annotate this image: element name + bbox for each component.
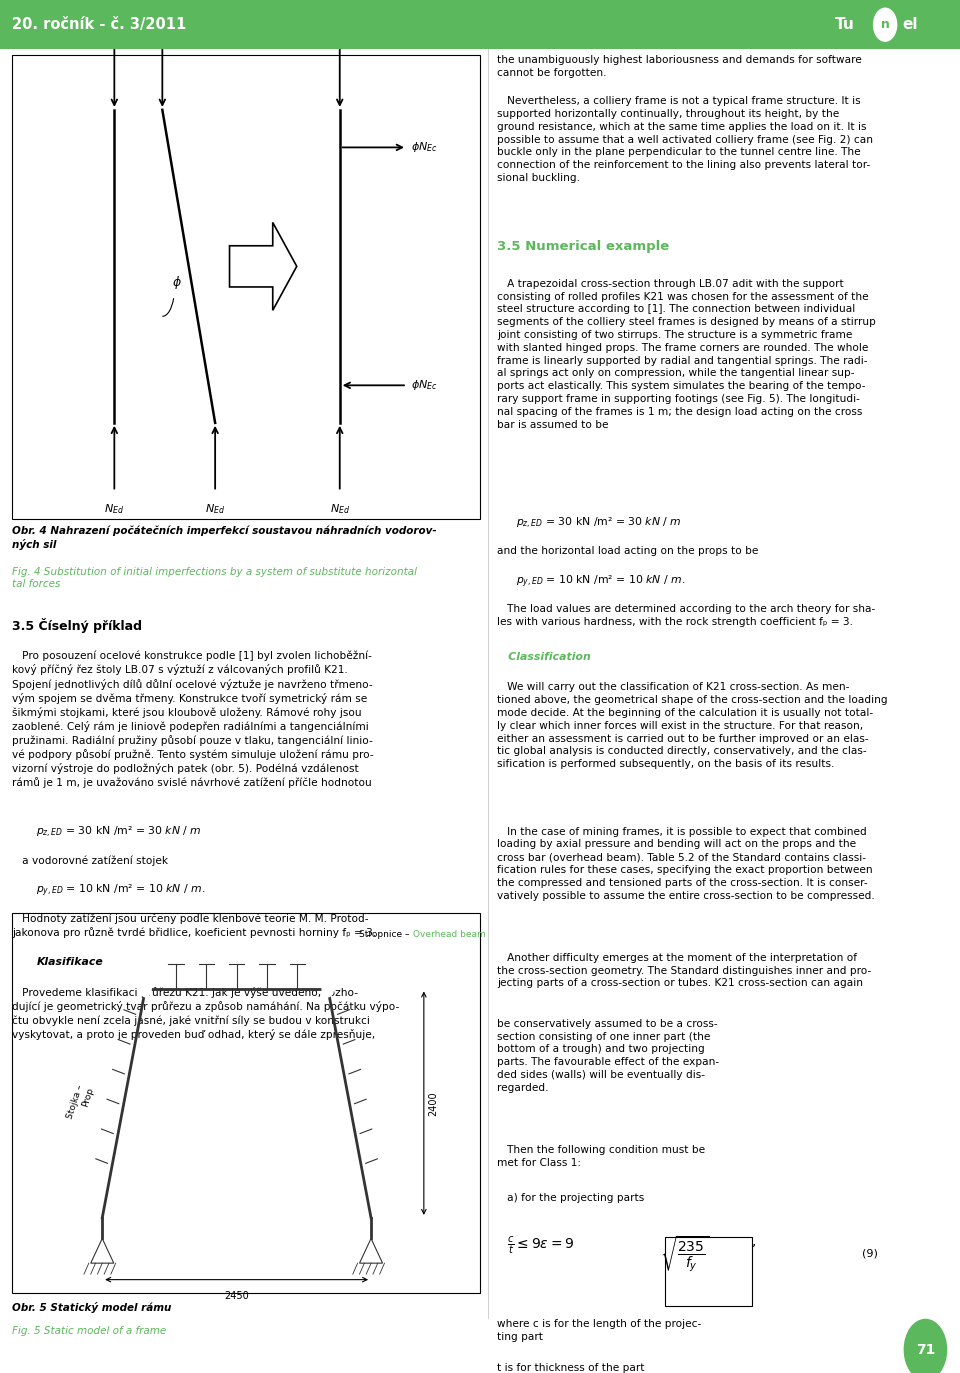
Text: Provedeme klasifikaci průřezu K21. Jak je výše uvedeno, rozho-
dující je geometr: Provedeme klasifikaci průřezu K21. Jak j…	[12, 987, 399, 1039]
Text: t is for thickness of the part: t is for thickness of the part	[497, 1363, 645, 1373]
Circle shape	[323, 980, 334, 997]
Text: Obr. 5 Statický model rámu: Obr. 5 Statický model rámu	[12, 1302, 172, 1313]
Text: Fig. 5 Static model of a frame: Fig. 5 Static model of a frame	[12, 1326, 167, 1336]
Text: (9): (9)	[862, 1248, 878, 1258]
Text: Then the following condition must be
met for Class 1:: Then the following condition must be met…	[497, 1145, 706, 1168]
Text: Klasifikace: Klasifikace	[36, 957, 104, 967]
Text: $\phi$: $\phi$	[172, 273, 181, 291]
Text: 2450: 2450	[225, 1291, 249, 1300]
Text: $p_{z,ED}$ = 30 kN /m² = 30 $kN$ / $m$: $p_{z,ED}$ = 30 kN /m² = 30 $kN$ / $m$	[516, 516, 683, 531]
Text: and the horizontal load acting on the props to be: and the horizontal load acting on the pr…	[497, 546, 758, 556]
Text: Tu: Tu	[834, 18, 854, 32]
Polygon shape	[359, 1238, 382, 1263]
Text: ,: ,	[752, 1234, 756, 1248]
Text: 71: 71	[916, 1343, 935, 1357]
Text: $N_{Ed}$: $N_{Ed}$	[329, 16, 349, 30]
Text: Obr. 4 Nahrazení počátečních imperfekcí soustavou náhradních vodorov-
ných sil: Obr. 4 Nahrazení počátečních imperfekcí …	[12, 526, 437, 551]
Text: $\sqrt{\dfrac{235}{f_y}}$: $\sqrt{\dfrac{235}{f_y}}$	[660, 1234, 709, 1274]
Text: $N_{Ed}$: $N_{Ed}$	[105, 503, 125, 516]
Text: Stropnice –: Stropnice –	[359, 930, 413, 939]
Text: The load values are determined according to the arch theory for sha-
les with va: The load values are determined according…	[497, 604, 876, 627]
Text: A trapezoidal cross-section through LB.07 adit with the support
consisting of ro: A trapezoidal cross-section through LB.0…	[497, 279, 876, 430]
Text: el: el	[902, 18, 918, 32]
Text: Overhead beam: Overhead beam	[413, 930, 486, 939]
Text: $p_{y,ED}$ = 10 kN /m² = 10 $kN$ / $m$.: $p_{y,ED}$ = 10 kN /m² = 10 $kN$ / $m$.	[36, 883, 205, 899]
Bar	[0, 0, 960, 49]
Text: n: n	[880, 18, 890, 32]
Text: $\frac{c}{t} \leq 9\varepsilon = 9$: $\frac{c}{t} \leq 9\varepsilon = 9$	[507, 1234, 574, 1256]
Text: $N_{Ed}$: $N_{Ed}$	[205, 503, 226, 516]
Text: $p_{y,ED}$ = 10 kN /m² = 10 $kN$ / $m$.: $p_{y,ED}$ = 10 kN /m² = 10 $kN$ / $m$.	[516, 574, 685, 590]
Text: In the case of mining frames, it is possible to expect that combined
loading by : In the case of mining frames, it is poss…	[497, 827, 875, 901]
Text: Stojka –
Prop: Stojka – Prop	[65, 1083, 95, 1123]
Polygon shape	[90, 1238, 113, 1263]
Text: $N_{Ed}$: $N_{Ed}$	[105, 16, 125, 30]
Text: 20. ročník - č. 3/2011: 20. ročník - č. 3/2011	[12, 18, 187, 32]
Circle shape	[904, 1319, 947, 1373]
Text: $N_{Ed}$: $N_{Ed}$	[329, 503, 349, 516]
Text: Hodnoty zatížení jsou určeny podle klenbové teorie M. M. Protod-
jakonova pro rů: Hodnoty zatížení jsou určeny podle klenb…	[12, 913, 376, 938]
Circle shape	[140, 980, 151, 997]
Text: $N_{Ed}$: $N_{Ed}$	[153, 16, 173, 30]
Text: a vodorovné zatížení stojek: a vodorovné zatížení stojek	[12, 855, 169, 866]
Text: 3.5 Numerical example: 3.5 Numerical example	[497, 240, 669, 253]
Text: Classification: Classification	[497, 652, 591, 662]
Text: $p_{z,ED}$ = 30 kN /m² = 30 $kN$ / $m$: $p_{z,ED}$ = 30 kN /m² = 30 $kN$ / $m$	[36, 825, 203, 840]
Text: Nevertheless, a colliery frame is not a typical frame structure. It is
supported: Nevertheless, a colliery frame is not a …	[497, 96, 874, 183]
Polygon shape	[229, 222, 297, 310]
Bar	[12, 913, 480, 1293]
Text: be conservatively assumed to be a cross-
section consisting of one inner part (t: be conservatively assumed to be a cross-…	[497, 1019, 719, 1093]
Text: Pro posouzení ocelové konstrukce podle [1] byl zvolen lichoběžní-
kový příčný ře: Pro posouzení ocelové konstrukce podle […	[12, 651, 374, 788]
Text: Fig. 4 Substitution of initial imperfections by a system of substitute horizonta: Fig. 4 Substitution of initial imperfect…	[12, 567, 418, 589]
Text: a) for the projecting parts: a) for the projecting parts	[497, 1193, 644, 1203]
Bar	[665, 1237, 752, 1306]
Text: Another difficulty emerges at the moment of the interpretation of
the cross-sect: Another difficulty emerges at the moment…	[497, 953, 872, 989]
Text: the unambiguously highest laboriousness and demands for software
cannot be forgo: the unambiguously highest laboriousness …	[497, 55, 862, 78]
Bar	[12, 55, 480, 519]
Text: $\phi N_{Ec}$: $\phi N_{Ec}$	[411, 379, 438, 393]
Text: 2400: 2400	[428, 1092, 439, 1115]
Text: where c is for the length of the projec-
ting part: where c is for the length of the projec-…	[497, 1319, 702, 1343]
Text: We will carry out the classification of K21 cross-section. As men-
tioned above,: We will carry out the classification of …	[497, 682, 888, 769]
Text: 3.5 Číselný příklad: 3.5 Číselný příklad	[12, 618, 142, 633]
Text: $\phi N_{Ec}$: $\phi N_{Ec}$	[411, 140, 438, 154]
Circle shape	[874, 8, 897, 41]
